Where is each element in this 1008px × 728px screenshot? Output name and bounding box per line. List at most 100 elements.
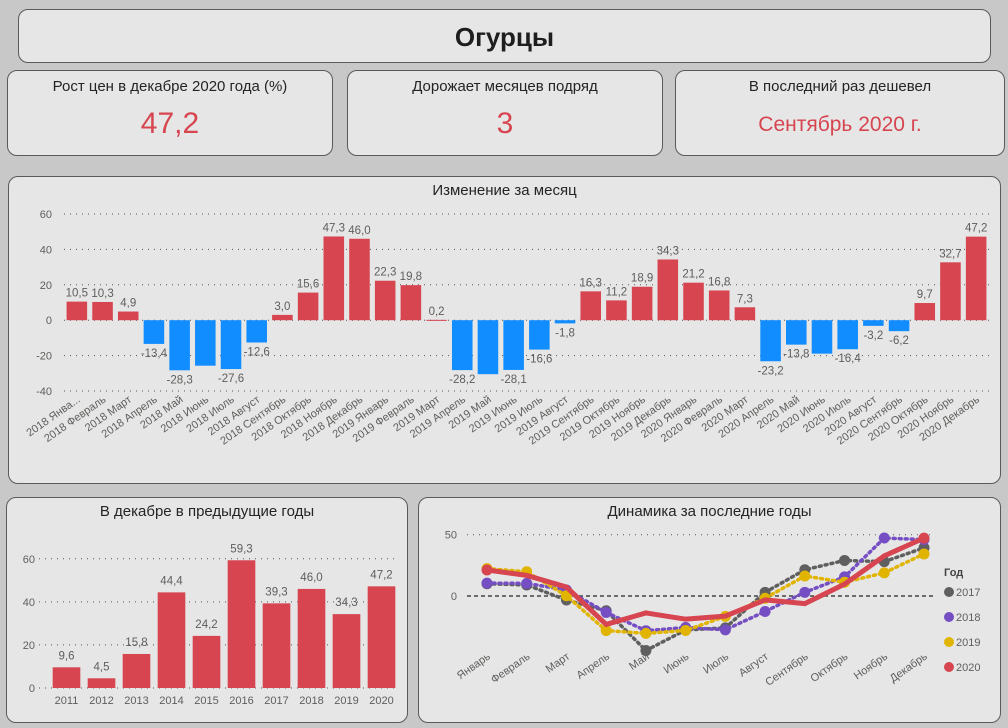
bar <box>837 320 858 350</box>
bar <box>708 290 730 321</box>
bar <box>87 678 116 688</box>
y-tick-label: 40 <box>40 244 52 256</box>
bar <box>227 560 256 688</box>
page-title: Огурцы <box>454 22 555 52</box>
bar <box>122 653 151 688</box>
bar <box>786 320 807 345</box>
data-label: 0,2 <box>429 306 445 318</box>
bar <box>914 303 936 321</box>
legend-title: Год <box>944 567 963 579</box>
data-label: -13,8 <box>783 349 809 361</box>
data-label: 32,7 <box>939 248 961 260</box>
series-line-2018 <box>485 536 926 633</box>
data-label: 24,2 <box>195 619 217 631</box>
kpi-card-price-growth: Рост цен в декабре 2020 года (%) 47,2 <box>7 70 333 156</box>
legend-item-label: 2018 <box>956 612 980 624</box>
bar <box>657 259 679 321</box>
dynamics-chart: Динамика за последние годы 50 0 Январь Февр… <box>418 497 1001 723</box>
bar <box>192 635 221 688</box>
data-point-2019 <box>640 627 652 639</box>
bar <box>631 286 653 321</box>
bar <box>117 311 139 321</box>
bar <box>272 314 293 321</box>
bar <box>503 320 524 370</box>
bar <box>580 291 602 321</box>
legend-marker-icon <box>944 637 954 647</box>
data-label: 15,6 <box>297 279 319 291</box>
data-label: -28,3 <box>167 374 193 386</box>
bar <box>734 307 756 321</box>
y-tick-label: 0 <box>29 683 35 695</box>
bar <box>262 603 291 688</box>
data-label: 34,3 <box>335 597 357 609</box>
data-label: 39,3 <box>265 586 287 598</box>
bar <box>451 320 473 371</box>
data-label: 4,9 <box>120 298 136 310</box>
title-card: Огурцы <box>18 9 991 63</box>
data-point-2017 <box>839 554 851 566</box>
monthly-change-chart: Изменение за месяц -40 -20 0 20 40 60 10,5 2018… <box>8 176 1001 484</box>
data-label: 3,0 <box>274 301 290 313</box>
bar <box>297 588 326 688</box>
data-label: 16,8 <box>708 276 730 288</box>
data-label: -16,6 <box>526 354 552 366</box>
y-tick-label: 0 <box>451 591 457 603</box>
y-tick-label: 40 <box>23 597 35 609</box>
bar <box>297 292 319 321</box>
x-tick-label: 2015 <box>194 695 218 707</box>
bar <box>554 320 576 324</box>
x-tick-label: Март <box>544 651 572 676</box>
legend-marker-icon <box>944 612 954 622</box>
data-point-2018 <box>878 532 890 544</box>
x-tick-label: 2011 <box>55 695 79 707</box>
bar <box>220 320 242 370</box>
data-label: 16,3 <box>580 277 602 289</box>
data-label: 10,5 <box>66 288 88 300</box>
data-point-2019 <box>799 570 811 582</box>
data-label: -13,4 <box>141 348 168 360</box>
data-point-2020 <box>918 532 930 544</box>
legend-item-label: 2019 <box>956 637 980 649</box>
data-point-2020 <box>643 610 649 616</box>
y-tick-label: 60 <box>23 554 35 566</box>
y-tick-label: -20 <box>36 351 52 363</box>
data-point-2020 <box>881 553 887 559</box>
bar <box>965 236 987 321</box>
data-label: 9,6 <box>59 650 75 662</box>
bar <box>400 285 422 321</box>
legend-item-label: 2017 <box>956 587 980 599</box>
bar <box>367 586 396 688</box>
x-tick-label: 2017 <box>264 695 288 707</box>
legend-item-label: 2020 <box>956 662 980 674</box>
bar <box>323 236 345 321</box>
bar <box>246 320 267 343</box>
x-tick-label: 2020 <box>369 695 393 707</box>
data-label: 59,3 <box>230 543 252 555</box>
bar <box>66 301 88 321</box>
data-label: 22,3 <box>374 267 396 279</box>
y-tick-label: 20 <box>23 640 35 652</box>
kpi-card-months-rising: Дорожает месяцев подряд 3 <box>347 70 663 156</box>
data-point-2017 <box>640 645 652 657</box>
bar <box>195 320 216 366</box>
data-point-2018 <box>719 624 731 636</box>
bar <box>52 667 81 688</box>
data-label: -12,6 <box>244 347 270 359</box>
data-point-2018 <box>600 606 612 618</box>
bar <box>760 320 781 362</box>
data-point-2018 <box>481 577 493 589</box>
legend-marker-icon <box>944 587 954 597</box>
kpi-value: 47,2 <box>140 107 200 140</box>
kpi-value: Сентябрь 2020 г. <box>758 113 922 136</box>
data-point-2020 <box>802 601 808 607</box>
y-tick-label: 0 <box>46 315 52 327</box>
data-point-2020 <box>563 584 569 590</box>
data-label: 21,2 <box>682 269 704 281</box>
data-point-2018 <box>521 577 533 589</box>
data-label: 4,5 <box>94 661 110 673</box>
data-point-2020 <box>603 621 609 627</box>
data-point-2020 <box>524 572 530 578</box>
x-tick-label: Ноябрь <box>852 650 890 682</box>
